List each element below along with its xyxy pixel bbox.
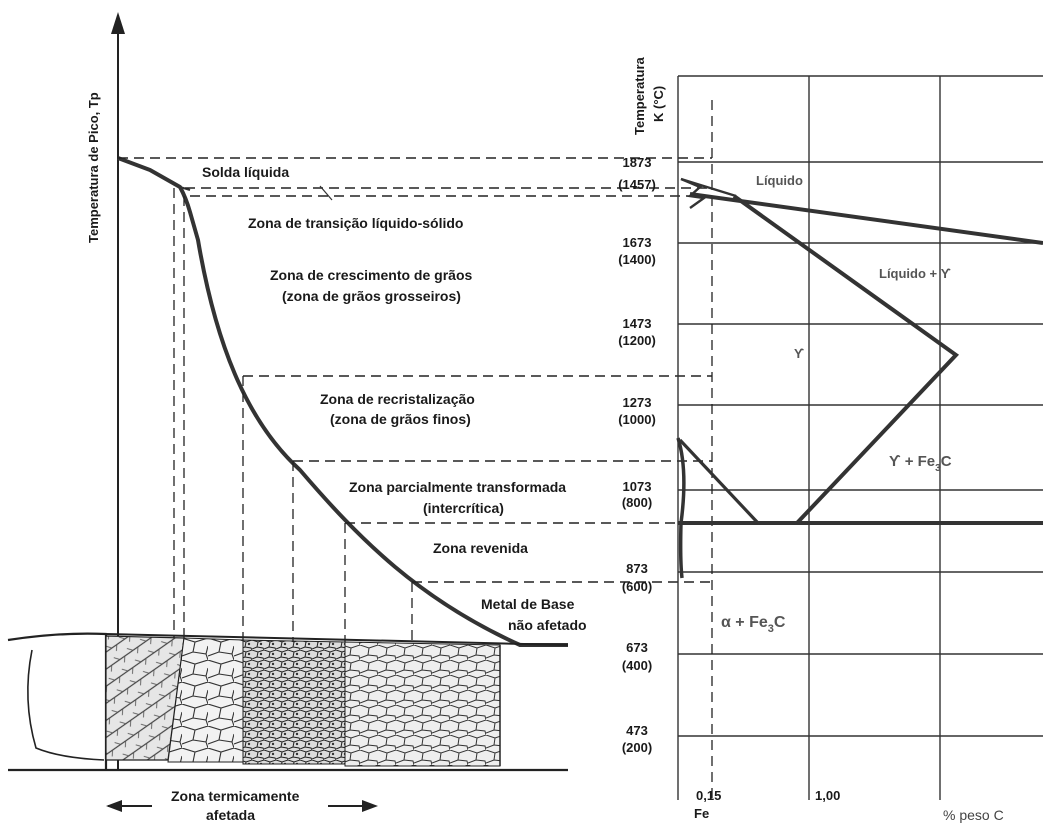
tick-200: (200) — [622, 740, 652, 755]
temperature-axis-label: Temperatura — [632, 56, 647, 135]
peak-temperature-axis-label: Temperatura de Pico, Tp — [86, 92, 101, 243]
zone-label-base-metal-sub: não afetado — [508, 617, 587, 633]
phase-boundaries — [676, 177, 1043, 579]
x-tick-fe: Fe — [694, 806, 709, 821]
zone-label-liquid-weld: Solda líquida — [202, 164, 289, 180]
zone-label-intercritical-sub: (intercrítica) — [423, 500, 504, 516]
zone-label-tempered: Zona revenida — [433, 540, 528, 556]
tick-473: 473 — [626, 723, 648, 738]
tick-1073: 1073 — [623, 479, 652, 494]
temperature-ticks: 1873 (1457) 1673 (1400) 1473 (1200) 1273… — [618, 155, 656, 755]
zone-label-grain-growth-sub: (zona de grãos grosseiros) — [282, 288, 461, 304]
tick-600: (600) — [622, 579, 652, 594]
zone-label-transition: Zona de transição líquido-sólido — [248, 215, 463, 231]
phase-label-alpha-fe3c: α + Fe3C — [721, 614, 786, 635]
x-tick-100: 1,00 — [815, 788, 840, 803]
zone-guide-lines — [118, 157, 712, 583]
haz-caption: Zona termicamente afetada — [106, 788, 378, 823]
zone-label-recrystallization: Zona de recristalização — [320, 391, 475, 407]
haz-caption-line1: Zona termicamente — [171, 788, 300, 804]
zone-label-intercritical: Zona parcialmente transformada — [349, 479, 566, 495]
tick-1673: 1673 — [623, 235, 652, 250]
tick-1473: 1473 — [623, 316, 652, 331]
x-tick-015: 0,15 — [696, 788, 721, 803]
zone-label-base-metal: Metal de Base — [481, 596, 575, 612]
phase-label-gamma-fe3c: ϒ + Fe3C — [889, 453, 952, 474]
zone-label-grain-growth: Zona de crescimento de grãos — [270, 267, 472, 283]
x-axis-label: % peso C — [943, 807, 1004, 823]
zone-labels: Solda líquida Zona de transição líquido-… — [202, 164, 587, 633]
tick-1000: (1000) — [618, 412, 656, 427]
zone-label-recrystallization-sub: (zona de grãos finos) — [330, 411, 471, 427]
transition-leader — [319, 185, 333, 201]
phase-label-liquid-gamma: Líquido + ϒ — [879, 266, 951, 281]
phase-label-gamma: ϒ — [794, 346, 804, 361]
phase-diagram-grid — [677, 75, 1043, 800]
tick-1873: 1873 — [623, 155, 652, 170]
haz-caption-line2: afetada — [206, 807, 255, 823]
tick-673: 673 — [626, 640, 648, 655]
temperature-axis-unit: K (°C) — [651, 86, 666, 122]
weld-cross-section — [7, 632, 569, 772]
phase-label-liquid: Líquido — [756, 173, 803, 188]
tick-1457: (1457) — [618, 177, 656, 192]
tick-1400: (1400) — [618, 252, 656, 267]
carbon-axis: Fe 0,15 1,00 % peso C — [694, 788, 1004, 823]
tick-873: 873 — [626, 561, 648, 576]
peak-temperature-curve — [117, 156, 568, 647]
tick-400: (400) — [622, 658, 652, 673]
tick-1273: 1273 — [623, 395, 652, 410]
tick-800: (800) — [622, 495, 652, 510]
tick-1200: (1200) — [618, 333, 656, 348]
zone-drop-lines — [173, 188, 413, 645]
